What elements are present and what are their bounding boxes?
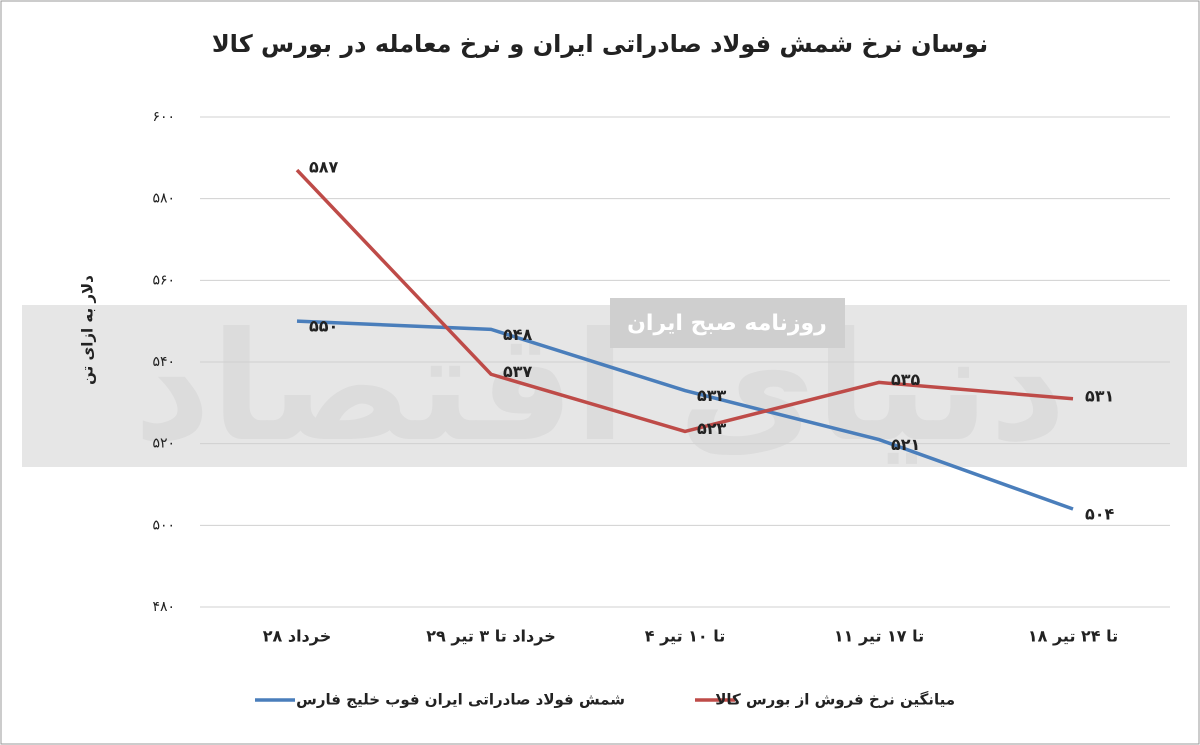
y-tick-label: ۴۸۰ (152, 599, 175, 615)
data-label: ۵۰۴ (1085, 505, 1115, 524)
data-label: ۵۲۳ (697, 419, 727, 438)
data-label: ۵۳۵ (891, 370, 921, 389)
legend-label: شمش فولاد صادراتی ایران فوب خلیج فارس (296, 691, 625, 709)
data-label: ۵۳۱ (1085, 386, 1114, 405)
x-tick-label: ۱۸ تا ۲۴ تیر (1028, 627, 1118, 646)
series-line (296, 319, 1074, 511)
watermark: روزنامه صبح ایران (627, 311, 827, 336)
y-tick-label: ۵۸۰ (152, 191, 175, 207)
legend-label: میانگین نرخ فروش از بورس کالا (715, 691, 955, 709)
watermark: دنیای اقتصاد (134, 301, 1067, 475)
x-tick-label: ۴ تا ۱۰ تیر (645, 627, 726, 646)
x-tick-label: ۱۱ تا ۱۷ تیر (834, 627, 924, 646)
data-label: ۵۲۱ (891, 435, 920, 454)
y-tick-label: ۵۲۰ (152, 436, 175, 452)
chart-title: نوسان نرخ شمش فولاد صادراتی ایران و نرخ … (212, 30, 988, 58)
y-tick-label: ۵۶۰ (152, 272, 175, 288)
data-label: ۵۳۷ (503, 362, 533, 381)
data-label: ۵۳۳ (697, 386, 727, 405)
y-axis-label: دلار به ازای تن (79, 275, 97, 385)
data-label: ۵۸۷ (309, 158, 339, 177)
series-line (295, 168, 1074, 434)
watermark-band (22, 305, 1187, 467)
y-tick-label: ۶۰۰ (152, 109, 175, 125)
data-label: ۵۵۰ (309, 317, 338, 336)
data-label: ۵۴۸ (503, 325, 533, 344)
y-tick-label: ۵۴۰ (152, 354, 175, 370)
x-tick-label: ۲۹ خرداد تا ۳ تیر (426, 627, 555, 646)
x-tick-label: ۲۸ خرداد (263, 627, 332, 646)
watermark-box (610, 298, 845, 348)
y-tick-label: ۵۰۰ (152, 517, 175, 533)
